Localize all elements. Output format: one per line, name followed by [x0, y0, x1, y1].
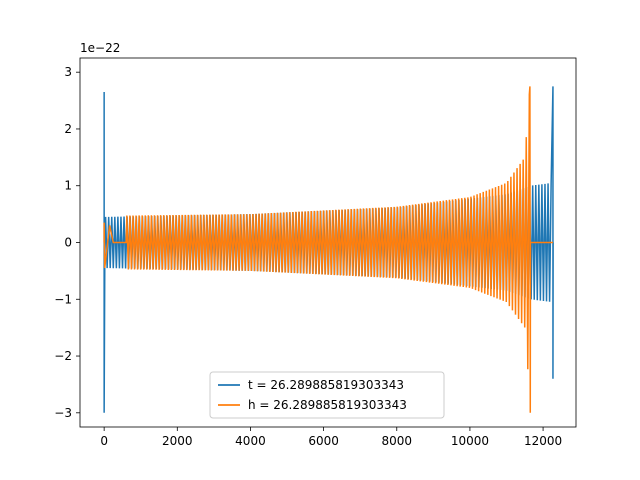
y-tick-label: −3	[54, 406, 72, 420]
x-tick-label: 4000	[235, 434, 266, 448]
y-tick-label: 0	[64, 236, 72, 250]
legend: t = 26.289885819303343 h = 26.28988581930…	[209, 371, 445, 419]
x-tick-label: 2000	[162, 434, 193, 448]
y-tick-label: 3	[64, 65, 72, 79]
y-tick-label: 1	[64, 179, 72, 193]
legend-label: h = 26.289885819303343	[248, 398, 407, 412]
y-tick-label: −1	[54, 292, 72, 306]
y-offset-label: 1e−22	[80, 41, 120, 55]
series-h-line	[103, 86, 553, 413]
axes: 0 2000 4000 6000 8000 10000 12000 −3 −2 −1 0 1 2 3	[54, 57, 577, 448]
legend-label: t = 26.289885819303343	[248, 378, 404, 392]
x-tick-label: 12000	[524, 434, 562, 448]
x-tick-label: 8000	[381, 434, 412, 448]
x-tick-label: 6000	[308, 434, 339, 448]
y-tick-label: 2	[64, 122, 72, 136]
x-tick-label: 0	[100, 434, 108, 448]
y-tick-label: −2	[54, 349, 72, 363]
legend-box	[209, 371, 445, 419]
x-tick-label: 10000	[451, 434, 489, 448]
plot-area	[103, 86, 554, 413]
